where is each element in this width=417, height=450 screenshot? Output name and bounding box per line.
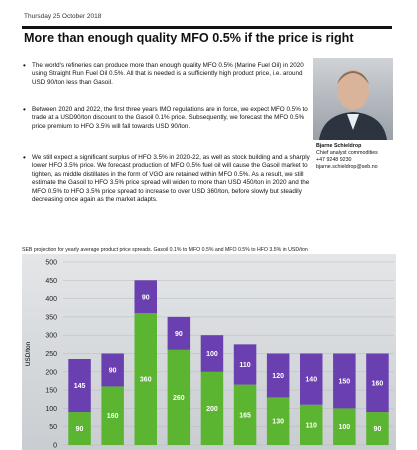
bar-segment <box>68 358 91 413</box>
y-tick-label: 100 <box>45 406 57 413</box>
data-label: 90 <box>109 367 117 374</box>
shirt <box>347 114 359 130</box>
y-tick-label: 300 <box>45 333 57 340</box>
bar-segment <box>366 412 389 445</box>
y-tick-label: 200 <box>45 369 57 376</box>
y-tick-label: 250 <box>45 351 57 358</box>
data-label: 130 <box>272 419 284 426</box>
contact-role: Chief analyst commodities <box>316 150 378 156</box>
chart: USD/ton 0 50 100 150 200 250 300 350 400 450 500 90… <box>22 254 396 450</box>
bar-segment <box>266 397 290 445</box>
bar-segment <box>167 316 191 350</box>
y-tick-label: 50 <box>49 424 57 431</box>
y-tick-label: 400 <box>45 296 57 303</box>
data-label: 140 <box>305 377 317 384</box>
bar-segment <box>333 408 356 445</box>
bar-segment <box>333 353 356 409</box>
bullet: We still expect a significant surplus of… <box>22 154 322 204</box>
data-label: 260 <box>173 395 185 402</box>
y-tick-label: 150 <box>45 388 57 395</box>
data-label: 110 <box>239 362 250 369</box>
analyst-photo <box>313 58 393 140</box>
data-label: 90 <box>142 294 150 301</box>
data-label: 120 <box>272 373 284 380</box>
data-label: 160 <box>372 380 384 387</box>
y-tick-label: 350 <box>45 314 57 321</box>
bar-segment <box>299 353 323 405</box>
contact-email: bjarne.schieldrop@seb.no <box>316 164 378 170</box>
bar-segment <box>200 371 224 445</box>
bar-segment <box>134 313 158 445</box>
data-label: 90 <box>374 426 382 433</box>
data-label: 360 <box>140 377 152 384</box>
data-label: 100 <box>206 351 218 358</box>
data-label: 200 <box>206 406 218 413</box>
bar-segment <box>233 344 257 385</box>
date: Thursday 25 October 2018 <box>24 13 102 20</box>
y-tick-label: 450 <box>45 278 57 285</box>
bar-segment <box>134 280 158 314</box>
data-label: 90 <box>76 426 84 433</box>
data-label: 150 <box>339 378 351 385</box>
title: More than enough quality MFO 0.5% if the… <box>24 31 354 45</box>
bar-segment <box>266 353 290 398</box>
chart-title: SEB projection for yearly average produc… <box>22 247 308 253</box>
photo-silhouette <box>319 70 387 140</box>
data-label: 90 <box>175 331 183 338</box>
data-label: 100 <box>339 424 351 431</box>
contact-name: Bjarne Schieldrop <box>316 143 362 149</box>
data-label: 165 <box>239 412 251 419</box>
bar-segment <box>101 353 124 387</box>
bullet: Between 2020 and 2022, the first three y… <box>22 106 312 131</box>
data-label: 145 <box>74 383 86 390</box>
y-axis-label: USD/ton <box>25 341 32 366</box>
contact-phone: +47 9248 9230 <box>316 157 352 163</box>
data-label: 160 <box>107 413 119 420</box>
bar-segment <box>366 353 389 413</box>
hair <box>337 71 369 84</box>
title-rule <box>22 26 392 29</box>
bar-segment <box>101 386 124 445</box>
data-label: 110 <box>306 422 317 429</box>
y-tick-label: 0 <box>53 443 57 450</box>
face <box>337 70 369 110</box>
bar-segment <box>167 349 191 445</box>
bar-segment <box>299 404 323 445</box>
y-tick-label: 500 <box>45 260 57 267</box>
bar-segment <box>233 384 257 445</box>
bar-segment <box>68 412 91 445</box>
bullet: The world's refineries can produce more … <box>22 62 312 87</box>
bar-segment <box>200 335 224 372</box>
